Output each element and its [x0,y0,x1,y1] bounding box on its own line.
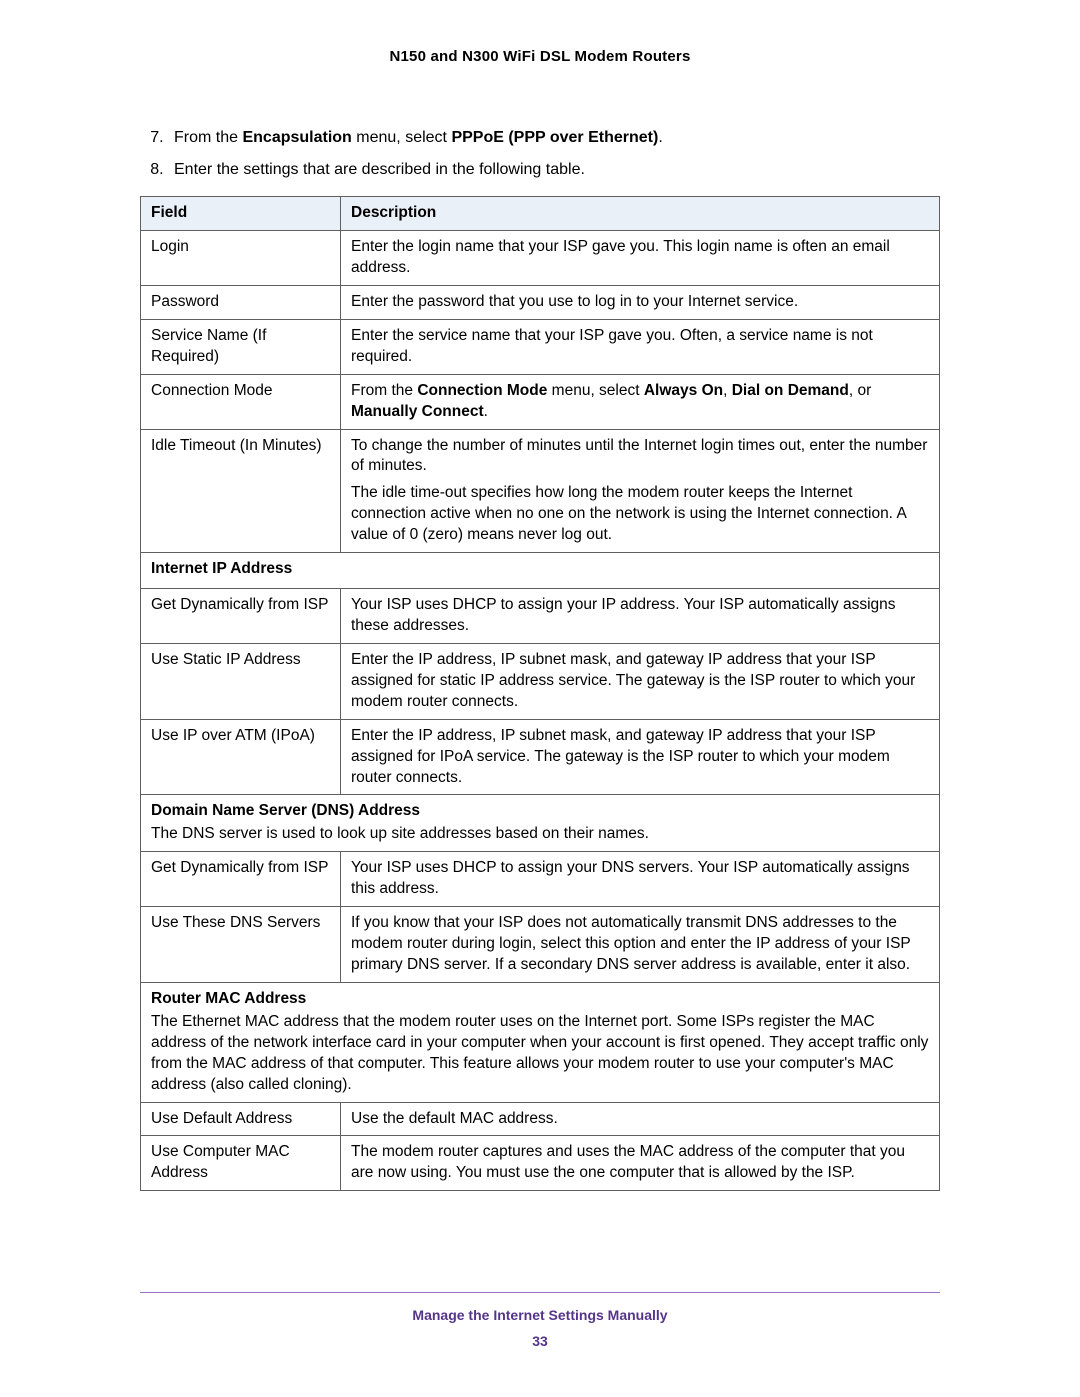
row-idle-timeout: Idle Timeout (In Minutes) To change the … [141,429,940,553]
step-7-text: From the Encapsulation menu, select PPPo… [174,129,663,146]
step-7: From the Encapsulation menu, select PPPo… [168,125,940,151]
conn-b3: Dial on Demand [732,382,849,399]
row-password: Password Enter the password that you use… [141,285,940,319]
step-7-b2: PPPoE (PPP over Ethernet) [451,129,658,146]
idle-p2: The idle time-out specifies how long the… [351,483,929,546]
cell-desc: From the Connection Mode menu, select Al… [341,374,940,429]
row-ipoa: Use IP over ATM (IPoA) Enter the IP addr… [141,719,940,795]
cell-desc: Enter the service name that your ISP gav… [341,319,940,374]
footer-title: Manage the Internet Settings Manually [140,1307,940,1323]
row-service-name: Service Name (If Required) Enter the ser… [141,319,940,374]
settings-table: Field Description Login Enter the login … [140,196,940,1191]
row-get-ip-dynamically: Get Dynamically from ISP Your ISP uses D… [141,589,940,644]
cell-desc: Use the default MAC address. [341,1102,940,1136]
instruction-steps: From the Encapsulation menu, select PPPo… [140,125,940,182]
conn-b4: Manually Connect [351,403,484,420]
cell-field: Use Computer MAC Address [141,1136,341,1191]
step-8-text: Enter the settings that are described in… [174,161,585,178]
section-title: Domain Name Server (DNS) Address [151,801,929,822]
cell-field: Get Dynamically from ISP [141,589,341,644]
cell-field: Use Static IP Address [141,643,341,719]
idle-p1: To change the number of minutes until th… [351,436,929,478]
cell-desc: Enter the password that you use to log i… [341,285,940,319]
conn-mid3: , or [849,382,871,399]
step-7-pre: From the [174,129,242,146]
section-cell: Domain Name Server (DNS) Address The DNS… [141,795,940,852]
page-footer: Manage the Internet Settings Manually 33 [140,1292,940,1349]
cell-field: Service Name (If Required) [141,319,341,374]
conn-pre: From the [351,382,417,399]
table-header-row: Field Description [141,197,940,231]
section-title: Internet IP Address [151,559,929,580]
conn-mid2: , [723,382,732,399]
step-7-b1: Encapsulation [242,129,351,146]
header-description: Description [341,197,940,231]
section-title: Router MAC Address [151,989,929,1010]
row-static-ip: Use Static IP Address Enter the IP addre… [141,643,940,719]
header-field: Field [141,197,341,231]
row-login: Login Enter the login name that your ISP… [141,231,940,286]
cell-desc: Your ISP uses DHCP to assign your IP add… [341,589,940,644]
document-title: N150 and N300 WiFi DSL Modem Routers [140,48,940,65]
page: N150 and N300 WiFi DSL Modem Routers Fro… [0,0,1080,1397]
section-desc: The Ethernet MAC address that the modem … [151,1013,928,1093]
cell-desc: Enter the IP address, IP subnet mask, an… [341,719,940,795]
row-connection-mode: Connection Mode From the Connection Mode… [141,374,940,429]
footer-page-number: 33 [140,1333,940,1349]
conn-b2: Always On [644,382,723,399]
section-cell: Router MAC Address The Ethernet MAC addr… [141,982,940,1102]
cell-field: Use These DNS Servers [141,907,341,983]
step-7-mid: menu, select [352,129,452,146]
cell-field: Idle Timeout (In Minutes) [141,429,341,553]
cell-field: Password [141,285,341,319]
cell-desc: Enter the IP address, IP subnet mask, an… [341,643,940,719]
row-default-mac: Use Default Address Use the default MAC … [141,1102,940,1136]
row-get-dns-dynamically: Get Dynamically from ISP Your ISP uses D… [141,852,940,907]
section-desc: The DNS server is used to look up site a… [151,825,649,842]
cell-desc: To change the number of minutes until th… [341,429,940,553]
section-dns: Domain Name Server (DNS) Address The DNS… [141,795,940,852]
cell-field: Connection Mode [141,374,341,429]
cell-desc: Your ISP uses DHCP to assign your DNS se… [341,852,940,907]
row-use-dns-servers: Use These DNS Servers If you know that y… [141,907,940,983]
section-cell: Internet IP Address [141,553,940,589]
cell-field: Get Dynamically from ISP [141,852,341,907]
cell-field: Login [141,231,341,286]
conn-b1: Connection Mode [417,382,547,399]
cell-desc: Enter the login name that your ISP gave … [341,231,940,286]
conn-post: . [484,403,488,420]
conn-mid1: menu, select [547,382,644,399]
step-8: Enter the settings that are described in… [168,157,940,183]
cell-field: Use Default Address [141,1102,341,1136]
section-internet-ip: Internet IP Address [141,553,940,589]
row-computer-mac: Use Computer MAC Address The modem route… [141,1136,940,1191]
cell-field: Use IP over ATM (IPoA) [141,719,341,795]
step-7-post: . [658,129,662,146]
cell-desc: The modem router captures and uses the M… [341,1136,940,1191]
footer-divider [140,1292,940,1293]
section-mac: Router MAC Address The Ethernet MAC addr… [141,982,940,1102]
cell-desc: If you know that your ISP does not autom… [341,907,940,983]
